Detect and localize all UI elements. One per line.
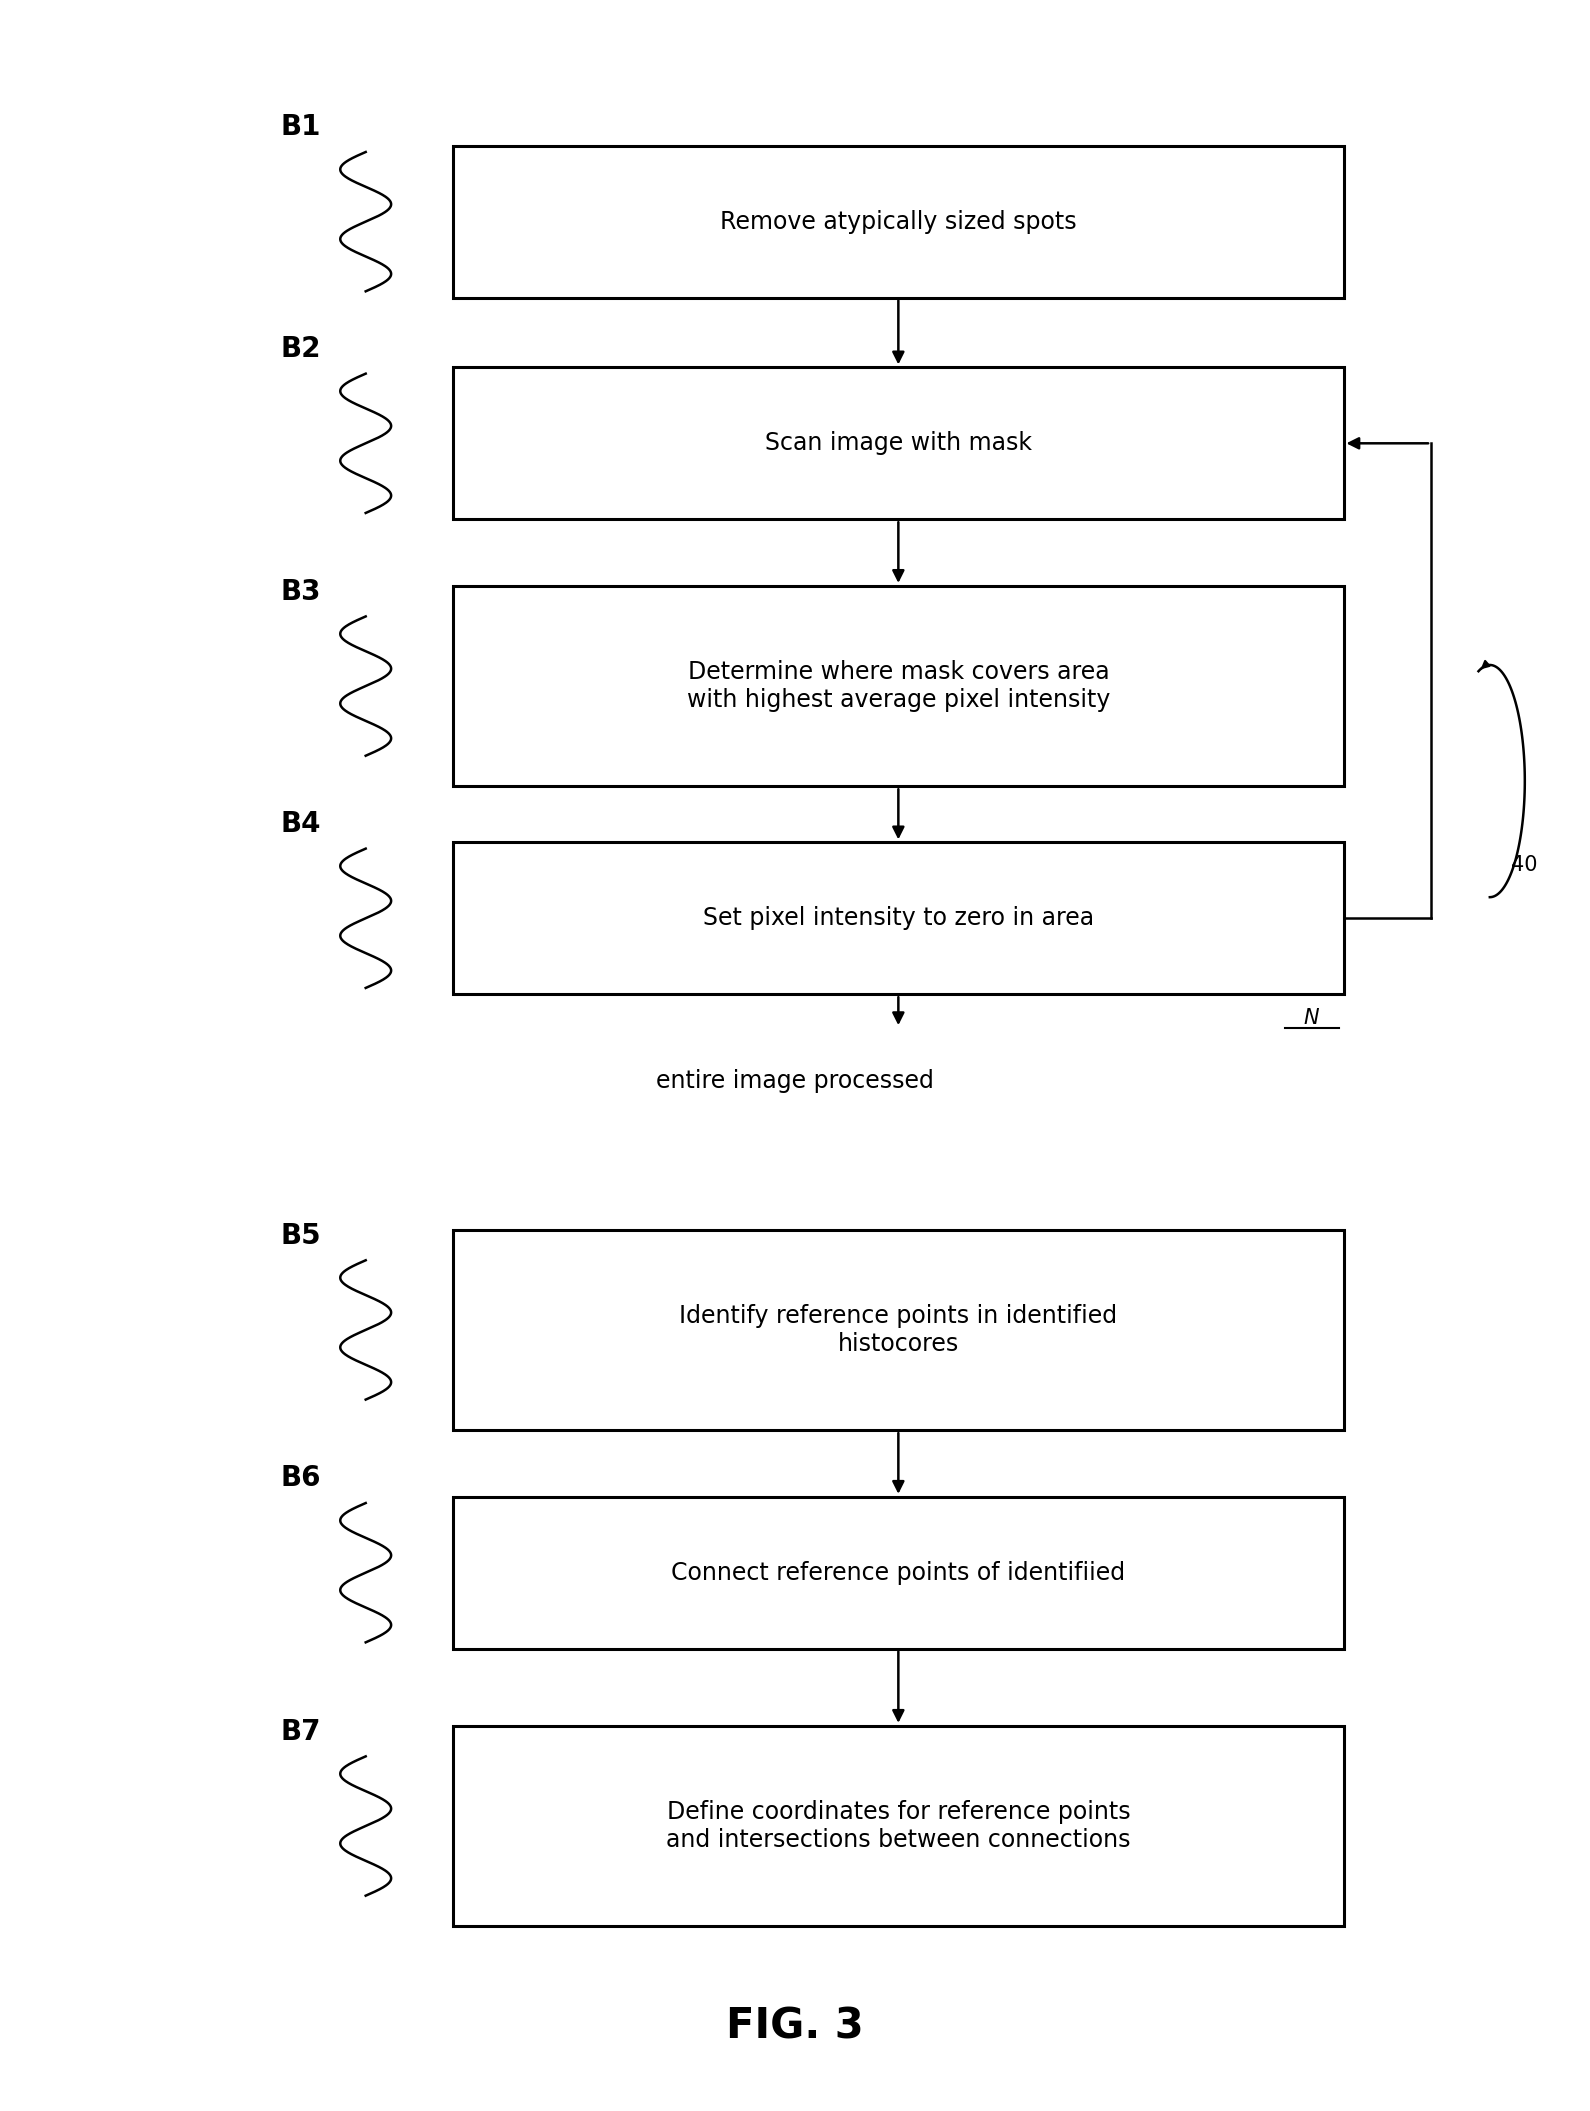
FancyBboxPatch shape — [453, 1727, 1344, 1925]
Text: B7: B7 — [280, 1718, 321, 1746]
FancyBboxPatch shape — [453, 842, 1344, 994]
Text: N: N — [1304, 1009, 1320, 1028]
Text: B2: B2 — [280, 336, 321, 363]
FancyBboxPatch shape — [453, 585, 1344, 785]
Text: Determine where mask covers area
with highest average pixel intensity: Determine where mask covers area with hi… — [687, 661, 1110, 711]
FancyBboxPatch shape — [453, 146, 1344, 298]
Text: Identify reference points in identified
histocores: Identify reference points in identified … — [679, 1305, 1118, 1355]
Text: Connect reference points of identifiied: Connect reference points of identifiied — [671, 1560, 1126, 1585]
Text: 40: 40 — [1510, 855, 1538, 874]
Text: entire image processed: entire image processed — [657, 1068, 933, 1093]
Text: Scan image with mask: Scan image with mask — [765, 431, 1032, 456]
Text: Set pixel intensity to zero in area: Set pixel intensity to zero in area — [703, 906, 1094, 931]
Text: B5: B5 — [280, 1222, 321, 1250]
Text: B3: B3 — [280, 578, 321, 606]
FancyBboxPatch shape — [453, 1497, 1344, 1649]
Text: Remove atypically sized spots: Remove atypically sized spots — [720, 209, 1076, 234]
Text: B6: B6 — [280, 1465, 321, 1492]
Text: Define coordinates for reference points
and intersections between connections: Define coordinates for reference points … — [666, 1801, 1130, 1851]
Text: FIG. 3: FIG. 3 — [727, 2005, 863, 2048]
Text: B4: B4 — [280, 811, 321, 838]
Text: B1: B1 — [280, 114, 321, 141]
FancyBboxPatch shape — [453, 1229, 1344, 1431]
FancyBboxPatch shape — [453, 367, 1344, 519]
